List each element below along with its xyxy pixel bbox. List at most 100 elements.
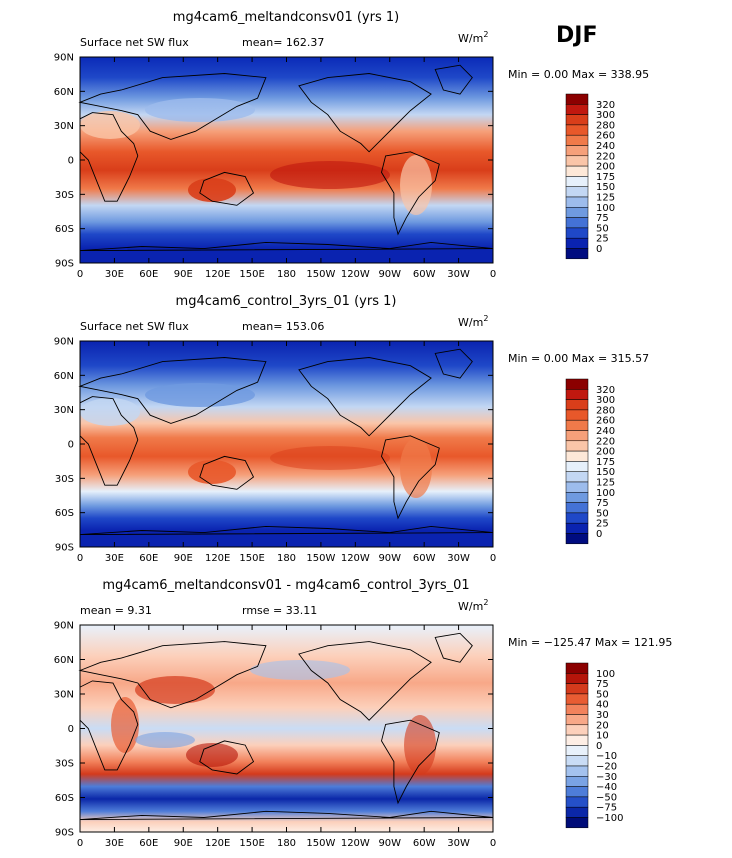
panel-1-lat-tick-label: 30N — [54, 121, 74, 132]
panel-3-coast-5 — [434, 632, 473, 663]
panel-3-colorbar-label: 75 — [596, 679, 609, 690]
panel-3-lon-tick-label: 0 — [77, 838, 83, 849]
panel-2-colorbar-label: 240 — [596, 426, 615, 437]
panel-2-map — [80, 341, 493, 547]
panel-1-colorbar-box — [565, 114, 589, 126]
panel-2-coast-3 — [298, 357, 432, 437]
panel-1-colorbar-label: 25 — [596, 234, 609, 245]
panel-3-lon-tick-label: 90E — [174, 838, 193, 849]
panel-3-coast-3 — [298, 641, 432, 721]
panel-1-lon-tick-label: 120W — [341, 269, 370, 280]
panel-2: mg4cam6_control_3yrs_01 (yrs 1) Surface … — [54, 294, 649, 564]
panel-1-colorbar-label: 75 — [596, 213, 609, 224]
panel-2-coast-6 — [79, 525, 494, 536]
panel-1-colorbar-box — [565, 93, 589, 105]
panel-1-field — [80, 57, 493, 263]
panel-2-lon-tick-label: 180 — [277, 553, 296, 564]
panel-2-colorbar-label: 280 — [596, 405, 615, 416]
panel-3-colorbar-box — [565, 734, 589, 746]
panel-2-colorbar-box — [565, 522, 589, 534]
panel-1: mg4cam6_meltandconsv01 (yrs 1) Surface n… — [54, 10, 649, 280]
panel-1-colorbar-box — [565, 196, 589, 208]
panel-3-lat-tick-label: 90N — [54, 621, 74, 632]
panel-1-lon-tick-label: 60E — [139, 269, 158, 280]
panel-3-units-exp: 2 — [483, 598, 488, 607]
panel-2-australia-patch — [188, 460, 236, 484]
panel-2-colorbar-box — [565, 471, 589, 483]
panel-3-colorbar-box — [565, 714, 589, 726]
panel-3: mg4cam6_meltandconsv01 - mg4cam6_control… — [54, 578, 673, 849]
panel-3-colorbar-label: 20 — [596, 720, 609, 731]
panel-3-map — [80, 625, 493, 832]
panel-2-lon-tick-label: 30W — [447, 553, 470, 564]
panel-3-lon-tick-label: 180 — [277, 838, 296, 849]
panel-1-colorbar-label: 0 — [596, 244, 602, 255]
panel-1-colorbar-label: 240 — [596, 141, 615, 152]
panel-2-colorbar-box — [565, 389, 589, 400]
panel-3-colorbar-box — [565, 724, 589, 736]
panel-1-colorbar-box — [565, 124, 589, 136]
panel-1-coast-6 — [79, 241, 494, 252]
panel-3-lon-tick-label: 150E — [239, 838, 264, 849]
panel-1-colorbar-box — [565, 227, 589, 239]
panel-3-lat-tick-label: 30N — [54, 690, 74, 701]
panel-1-lat-tick-label: 60N — [54, 87, 74, 98]
panel-2-units: W/m2 — [458, 314, 488, 329]
panel-2-colorbar-label: 75 — [596, 498, 609, 509]
panel-2-coast-2 — [199, 455, 255, 490]
panel-1-colorbar-label: 50 — [596, 223, 609, 234]
panel-2-colorbar-box — [565, 533, 589, 545]
panel-1-units-base: W/m — [458, 32, 483, 45]
panel-1-lon-tick-label: 60W — [413, 269, 436, 280]
panel-3-colorbar-label: −30 — [596, 772, 617, 783]
panel-1-coast-3 — [298, 73, 432, 153]
panel-2-minmax: Min = 0.00 Max = 315.57 — [508, 352, 649, 365]
panel-1-colorbar-box — [565, 248, 589, 260]
panel-1-map — [80, 57, 493, 263]
panel-3-colorbar-label: −100 — [596, 813, 623, 824]
panel-2-colorbar-box — [565, 409, 589, 421]
panel-2-colorbar-label: 175 — [596, 457, 615, 468]
panel-1-lon-tick-label: 150E — [239, 269, 264, 280]
panel-2-colorbar-label: 50 — [596, 508, 609, 519]
panel-2-colorbar-label: 100 — [596, 488, 615, 499]
panel-1-colorbar-box — [565, 155, 589, 167]
panel-2-colorbar-label: 200 — [596, 447, 615, 458]
panel-2-colorbar-label: 25 — [596, 519, 609, 530]
panel-2-sahara-patch — [80, 398, 140, 426]
panel-3-indian-patch — [135, 732, 195, 748]
panel-3-lon-tick-label: 30W — [447, 838, 470, 849]
panel-2-lat-tick-label: 60S — [55, 508, 74, 519]
panel-1-colorbar-box — [565, 134, 589, 146]
panel-2-lon-tick-label: 150E — [239, 553, 264, 564]
panel-2-colorbar-box — [565, 378, 589, 390]
panel-1-lon-tick-label: 150W — [306, 269, 335, 280]
panel-3-colorbar-label: 100 — [596, 669, 615, 680]
panel-3-lon-tick-label: 0 — [490, 838, 496, 849]
panel-2-lat-tick-label: 0 — [68, 440, 74, 451]
panel-2-colorbar-label: 300 — [596, 395, 615, 406]
panel-3-minmax: Min = −125.47 Max = 121.95 — [508, 636, 672, 649]
panel-1-lon-tick-label: 90W — [378, 269, 401, 280]
panel-3-lon-tick-label: 60E — [139, 838, 158, 849]
panel-2-samerica-patch — [400, 438, 432, 498]
panel-2-lon-tick-label: 0 — [490, 553, 496, 564]
panel-1-variable-label: Surface net SW flux — [80, 36, 189, 49]
panel-3-lat-tick-label: 30S — [55, 759, 74, 770]
panel-3-colorbar-box — [565, 786, 589, 798]
panel-3-lat-tick-label: 90S — [55, 828, 74, 839]
panel-3-colorbar-label: −40 — [596, 782, 617, 793]
panel-1-colorbar-box — [565, 207, 589, 218]
panel-2-colorbar-label: 125 — [596, 478, 615, 489]
panel-1-colorbar-label: 125 — [596, 193, 615, 204]
panel-3-colorbar-box — [565, 693, 589, 705]
panel-3-coastlines — [78, 632, 494, 821]
panel-1-colorbar-box — [565, 165, 589, 177]
panel-1-minmax: Min = 0.00 Max = 338.95 — [508, 68, 649, 81]
panel-1-asia-patch — [145, 98, 255, 122]
